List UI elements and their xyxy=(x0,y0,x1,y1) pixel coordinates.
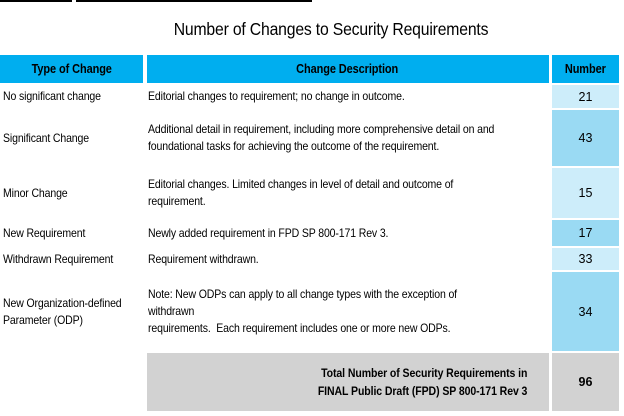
row-5-description-cell: Requirement withdrawn. xyxy=(147,248,549,270)
top-edge-artifact-left xyxy=(0,0,72,2)
row-2-description-text: Additional detail in requirement, includ… xyxy=(147,122,494,153)
security-requirements-changes-table: Type of Change Change Description Number… xyxy=(0,55,619,411)
row-2-type-cell: Significant Change xyxy=(0,110,143,166)
row-3-description-text: Editorial changes. Limited changes in le… xyxy=(147,177,456,208)
row-4-type-cell: New Requirement xyxy=(0,220,143,246)
row-6-number-cell: 34 xyxy=(552,272,619,351)
row-4-description-cell: Newly added requirement in FPD SP 800-17… xyxy=(147,220,549,246)
row-1-description-cell: Editorial changes to requirement; no cha… xyxy=(147,85,549,108)
row-1-type-cell: No significant change xyxy=(0,85,143,108)
row-3-description-cell: Editorial changes. Limited changes in le… xyxy=(147,168,549,218)
row-4-description-text: Newly added requirement in FPD SP 800-17… xyxy=(147,225,388,240)
row-5-description-text: Requirement withdrawn. xyxy=(147,251,259,266)
row-4-number-cell: 17 xyxy=(552,220,619,246)
row-3-type-text: Minor Change xyxy=(3,185,68,200)
row-1-type-text: No significant change xyxy=(3,89,101,103)
column-header-change-description: Change Description xyxy=(146,55,549,83)
row-6-type-text: New Organization-defined Parameter (ODP) xyxy=(3,295,122,327)
total-number-cell: 96 xyxy=(552,353,619,411)
column-header-number: Number xyxy=(552,55,619,83)
row-1-number-cell: 21 xyxy=(552,85,619,108)
row-6-type-cell: New Organization-defined Parameter (ODP) xyxy=(0,272,143,351)
table-title: Number of Changes to Security Requiremen… xyxy=(173,19,489,39)
column-header-change-description-label: Change Description xyxy=(296,62,399,76)
row-2-type-text: Significant Change xyxy=(3,130,89,145)
total-row-spacer xyxy=(0,353,143,411)
row-2-description-cell: Additional detail in requirement, includ… xyxy=(147,110,549,166)
row-5-type-text: Withdrawn Requirement xyxy=(3,251,114,266)
row-4-type-text: New Requirement xyxy=(3,225,86,240)
row-6-description-text: Note: New ODPs can apply to all change t… xyxy=(147,287,457,335)
row-3-type-cell: Minor Change xyxy=(0,168,143,218)
column-header-number-label: Number xyxy=(565,62,606,76)
row-5-number-cell: 33 xyxy=(552,248,619,270)
total-label-cell: Total Number of Security Requirements in… xyxy=(146,353,549,411)
total-label-text: Total Number of Security Requirements in… xyxy=(318,366,528,398)
row-1-description-text: Editorial changes to requirement; no cha… xyxy=(147,89,405,103)
row-6-description-cell: Note: New ODPs can apply to all change t… xyxy=(147,272,549,351)
row-5-type-cell: Withdrawn Requirement xyxy=(0,248,143,270)
column-header-type-of-change: Type of Change xyxy=(0,55,143,83)
top-edge-artifact-right xyxy=(76,0,312,2)
row-2-number-cell: 43 xyxy=(552,110,619,166)
column-header-type-of-change-label: Type of Change xyxy=(31,62,112,76)
row-3-number-cell: 15 xyxy=(552,168,619,218)
